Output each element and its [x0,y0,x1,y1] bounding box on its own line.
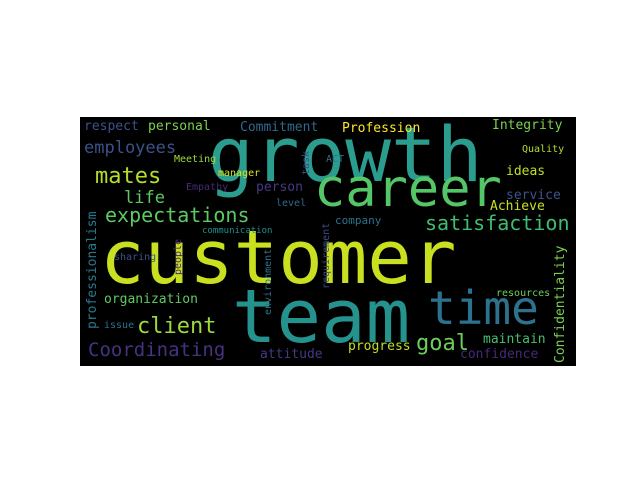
word-manager: manager [218,168,261,179]
word-progress: progress [348,339,411,354]
word-growth: growth [208,117,483,199]
word-meeting: Meeting [174,154,217,165]
word-career: career [314,159,502,219]
word-task: task [301,150,312,175]
word-issue: issue [104,320,135,331]
word-confidentiality: Confidentiality [553,245,568,363]
word-professionalism: professionalism [85,211,100,329]
word-quality: Quality [522,144,565,155]
word-client: client [137,314,217,339]
word-satisfaction: satisfaction [425,211,570,235]
word-team: team [232,274,411,360]
word-expectations: expectations [105,203,250,227]
word-life: life [124,188,165,208]
word-requirement: requirement [321,222,332,289]
word-company: company [335,214,382,227]
word-service: service [506,188,561,203]
word-confidence: confidence [460,347,539,362]
word-coordinating: Coordinating [88,339,226,361]
word-time: time [428,281,539,335]
word-achieve: Achieve [490,199,545,214]
word-mates: mates [95,164,162,189]
word-personal: personal [148,119,211,134]
word-cloud: customer growth team career time satisfa… [80,117,576,366]
word-respect: respect [84,119,139,134]
word-people: people [173,238,184,275]
word-resources: resources [496,288,551,299]
word-goal: goal [416,331,469,356]
word-maintain: maintain [483,332,546,347]
word-environment: environment [263,248,274,315]
word-level: level [276,198,307,209]
word-integrity: Integrity [492,118,563,133]
word-act: ACT [326,154,345,165]
word-customer: customer [100,215,457,301]
word-employees: employees [84,138,177,158]
word-ideas: ideas [506,164,546,179]
word-attitude: attitude [260,347,323,362]
word-commitment: Commitment [240,120,319,135]
word-organization: organization [104,292,198,307]
word-communication: communication [202,226,273,236]
word-profession: Profession [342,121,421,136]
word-sharing: sharing [114,252,157,263]
word-person: person [256,180,303,195]
word-empathy: Empathy [186,182,229,193]
